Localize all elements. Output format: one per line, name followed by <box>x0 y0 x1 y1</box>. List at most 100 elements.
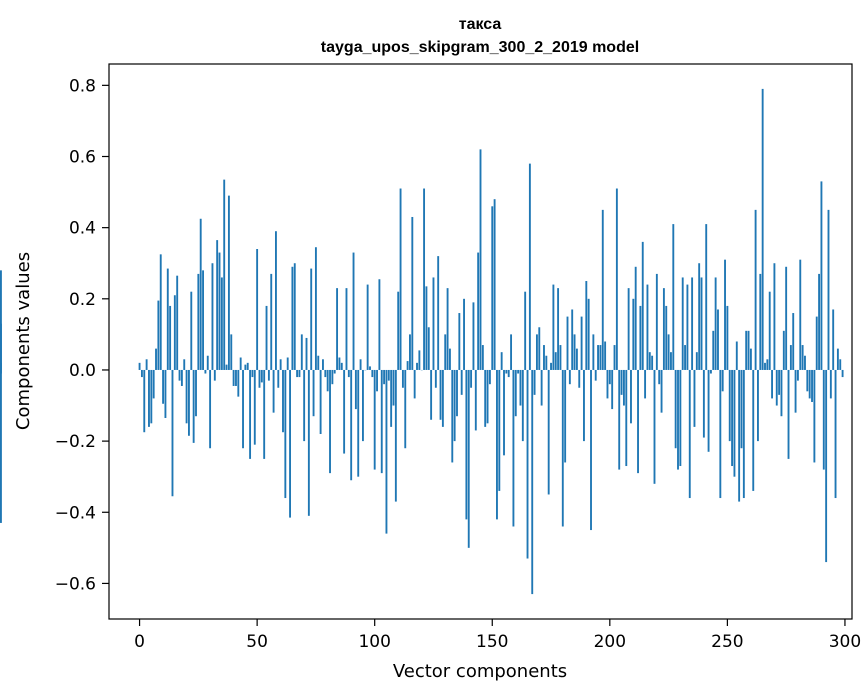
bar <box>413 369 416 399</box>
bar <box>488 369 491 385</box>
bar <box>648 352 651 370</box>
bar <box>630 369 632 424</box>
bar <box>653 369 656 484</box>
bar <box>380 369 383 474</box>
bar <box>698 263 701 370</box>
bar <box>578 369 581 388</box>
bar <box>159 254 162 370</box>
bar <box>543 345 545 370</box>
bar <box>397 291 400 370</box>
bar <box>714 277 717 370</box>
bar <box>300 334 303 370</box>
bar <box>592 334 595 370</box>
bar <box>813 369 816 463</box>
bar <box>258 369 261 388</box>
bar <box>550 362 552 370</box>
x-tick-label: 250 <box>711 632 743 652</box>
bar <box>239 357 242 370</box>
bar <box>622 369 625 406</box>
bar <box>815 316 818 370</box>
bar <box>766 359 769 370</box>
bar <box>401 369 404 388</box>
bar <box>423 188 426 370</box>
bar <box>799 259 802 370</box>
bar <box>839 359 842 370</box>
bar <box>225 364 228 370</box>
bar <box>794 369 797 413</box>
bar <box>768 291 771 370</box>
bar <box>841 369 844 378</box>
bar <box>597 345 599 370</box>
bar <box>446 288 449 370</box>
bar <box>385 369 388 534</box>
bar <box>627 288 630 370</box>
bar <box>354 369 357 410</box>
bar <box>677 369 679 470</box>
bar <box>587 298 590 370</box>
bar <box>314 247 317 370</box>
bar <box>237 369 240 397</box>
bar <box>394 369 397 502</box>
bar <box>801 345 804 370</box>
bar <box>512 369 515 527</box>
bar <box>465 369 468 520</box>
bar <box>197 273 200 370</box>
bar <box>256 249 259 370</box>
bar <box>528 163 531 370</box>
bar <box>554 352 557 370</box>
y-axis-label: Components values <box>13 252 34 430</box>
bar <box>787 369 790 459</box>
bar <box>404 369 407 449</box>
bar <box>150 369 153 424</box>
bar <box>632 298 635 370</box>
bar <box>707 369 710 452</box>
bar <box>235 369 237 386</box>
x-axis-ticks: 0 50 100 150 200 250 300 <box>134 619 861 652</box>
bar <box>531 369 534 595</box>
bar <box>322 359 324 370</box>
bar <box>227 195 230 370</box>
bar <box>164 369 167 418</box>
bar <box>564 369 567 463</box>
bar <box>267 369 270 381</box>
bar <box>369 366 371 370</box>
bar <box>700 277 703 370</box>
bar <box>185 369 188 424</box>
bar <box>157 300 160 370</box>
bar <box>418 350 421 370</box>
bar <box>825 369 828 563</box>
x-tick-label: 300 <box>829 632 861 652</box>
bar <box>0 323 2 370</box>
bar <box>561 369 564 527</box>
bar <box>571 309 574 370</box>
bar <box>827 209 830 370</box>
bar <box>599 345 602 370</box>
bar <box>618 369 621 470</box>
bar <box>773 263 776 370</box>
bar <box>477 252 480 370</box>
bar <box>406 361 409 370</box>
bar <box>260 369 263 383</box>
bar <box>836 348 839 370</box>
bar <box>220 277 223 370</box>
bar <box>329 369 331 474</box>
y-tick-label: 0.6 <box>69 148 96 168</box>
bar <box>639 305 642 370</box>
bar <box>289 369 291 518</box>
bar <box>286 357 289 370</box>
bar <box>521 369 524 442</box>
bar <box>448 348 451 370</box>
bar <box>145 359 148 370</box>
bar <box>641 241 644 370</box>
bar <box>594 369 597 381</box>
bar <box>458 313 461 370</box>
bar <box>303 369 306 442</box>
bar <box>251 369 254 378</box>
bar <box>472 302 475 370</box>
bar <box>498 369 501 491</box>
bar <box>246 362 249 370</box>
bar <box>585 281 588 370</box>
bar <box>615 188 618 370</box>
bar <box>0 369 2 523</box>
bar <box>347 369 350 378</box>
